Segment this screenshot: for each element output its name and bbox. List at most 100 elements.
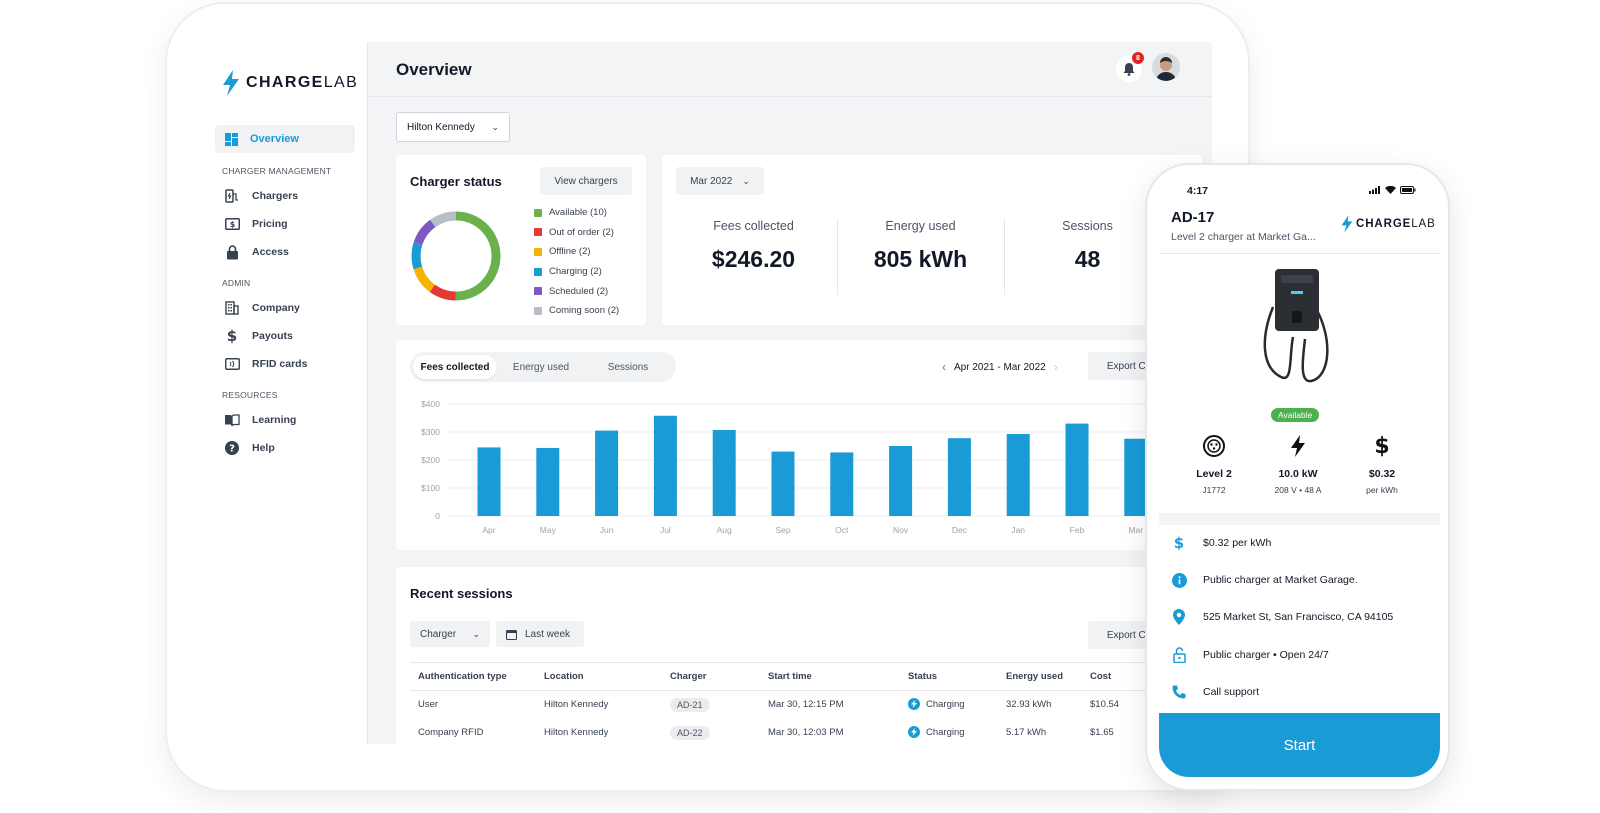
cell-location: Hilton Kennedy [544,727,609,738]
column-header[interactable]: Charger [662,662,760,691]
table-row[interactable]: User Hilton Kennedy AD-21 Mar 30, 12:15 … [410,691,1170,719]
x-tick-label: Apr [482,525,495,535]
brand-logo[interactable]: CHARGELAB [222,70,358,96]
info-row-address[interactable]: 525 Market St, San Francisco, CA 94105 [1171,609,1393,625]
table-row[interactable]: Company RFID Hilton Kennedy AD-22 Mar 30… [410,719,1170,745]
tab-energy-used[interactable]: Energy used [512,361,570,373]
stat-label: Sessions [1062,219,1113,233]
bar-dec[interactable] [947,438,971,516]
date-range-label: Apr 2021 - Mar 2022 [954,361,1046,373]
charging-bolt-icon [908,698,920,711]
sidebar-item-overview[interactable]: Overview [215,125,355,153]
period-filter-label: Last week [525,628,571,640]
info-text: Public charger • Open 24/7 [1203,649,1329,661]
column-header[interactable]: Start time [760,662,900,691]
divider [1159,253,1440,254]
status-label: Charging [926,698,965,710]
tab-sessions[interactable]: Sessions [607,361,649,373]
x-tick-label: Aug [717,525,732,535]
x-tick-label: Jun [600,525,614,535]
sidebar-item-label: Chargers [252,190,299,202]
rfid-card-icon [224,356,240,372]
sidebar-item-chargers[interactable]: Chargers [224,188,298,204]
unlock-icon [1171,647,1187,663]
bar-jun[interactable] [595,430,619,516]
bell-icon [1123,63,1135,76]
chevron-right-icon[interactable]: › [1053,360,1058,374]
cell-energy: 5.17 kWh [1006,727,1047,738]
charger-filter[interactable]: Charger ⌄ [410,621,490,647]
sidebar-item-rfid-cards[interactable]: RFID cards [224,356,307,372]
charger-icon [224,188,240,204]
brand-wordmark: CHARGELAB [1356,218,1436,230]
chart-tabs: Fees collected Energy used Sessions [410,352,676,382]
sidebar-item-company[interactable]: Company [224,300,300,316]
cell-cost: $1.65 [1090,727,1114,738]
svg-text:$: $ [229,220,235,229]
charger-pill[interactable]: AD-21 [670,697,710,712]
charger-pill[interactable]: AD-22 [670,725,710,740]
legend-swatch [534,306,542,315]
x-tick-label: Jan [1011,525,1025,535]
start-charging-button[interactable]: Start [1159,713,1440,777]
donut-segment-5 [411,211,501,301]
month-select[interactable]: Mar 2022 ⌄ [676,167,764,195]
bar-apr[interactable] [477,447,501,516]
legend-item: Scheduled (2) [534,281,619,301]
sidebar-item-label: Overview [250,133,299,145]
bar-jul[interactable] [653,415,677,516]
bar-jan[interactable] [1006,433,1030,516]
spec-sub: J1772 [1202,485,1226,495]
legend-label: Coming soon (2) [549,305,620,317]
bar-may[interactable] [536,447,560,516]
spec-title: Level 2 [1196,468,1232,480]
user-avatar[interactable] [1152,53,1180,81]
legend-item: Offline (2) [534,242,619,262]
month-select-value: Mar 2022 [690,175,733,187]
pricing-icon: $ [224,216,240,232]
brand-wordmark: CHARGELAB [246,74,359,91]
stat-value: 48 [1074,246,1101,272]
y-tick-label: $300 [421,427,440,437]
cell-status: Charging [900,691,998,719]
charger-status-title: Charger status [410,174,502,189]
fees-chart-card: Fees collected Energy used Sessions ‹ Ap… [396,340,1196,550]
legend-swatch [534,228,542,237]
stat-value: 805 kWh [873,246,968,272]
location-pin-icon [1171,609,1187,625]
spec-sub: 208 V • 48 A [1274,485,1322,495]
column-header[interactable]: Energy used [998,662,1082,691]
chevron-down-icon: ⌄ [742,175,750,186]
bar-oct[interactable] [830,452,854,516]
bar-sep[interactable] [771,451,795,516]
tab-fees-collected[interactable]: Fees collected [413,355,497,379]
sidebar-item-help[interactable]: ? Help [224,440,275,456]
sidebar-item-pricing[interactable]: $ Pricing [224,216,288,232]
location-select[interactable]: Hilton Kennedy ⌄ [396,112,510,142]
sidebar-item-label: Company [252,302,300,314]
chevron-left-icon[interactable]: ‹ [942,360,946,374]
sidebar-item-access[interactable]: Access [224,244,289,260]
period-filter[interactable]: Last week [496,621,584,647]
lightning-logo-icon [223,70,239,96]
column-header[interactable]: Status [900,662,998,691]
bar-mar[interactable] [1124,438,1148,516]
stat-divider [1004,219,1005,295]
view-chargers-button[interactable]: View chargers [540,167,632,195]
bar-nov[interactable] [889,446,913,516]
call-support-row[interactable]: Call support [1171,684,1259,700]
phone-mockup: 4:17 AD-17 Level 2 charger at Market Ga.… [1145,163,1450,791]
sidebar-item-payouts[interactable]: $ Payouts [224,327,293,345]
sidebar-item-learning[interactable]: Learning [224,412,296,428]
charger-status-card: Charger status View chargers Available (… [396,155,646,325]
bar-feb[interactable] [1065,423,1089,516]
column-header[interactable]: Authentication type [410,662,536,691]
cell-status: Charging [900,719,998,745]
charging-bolt-icon [908,726,920,738]
sidebar-item-label: Pricing [252,218,288,230]
charger-filter-label: Charger [420,628,457,640]
column-header[interactable]: Location [536,662,662,691]
bar-aug[interactable] [712,430,736,516]
legend-swatch [534,208,542,217]
legend-label: Available (10) [549,207,607,219]
